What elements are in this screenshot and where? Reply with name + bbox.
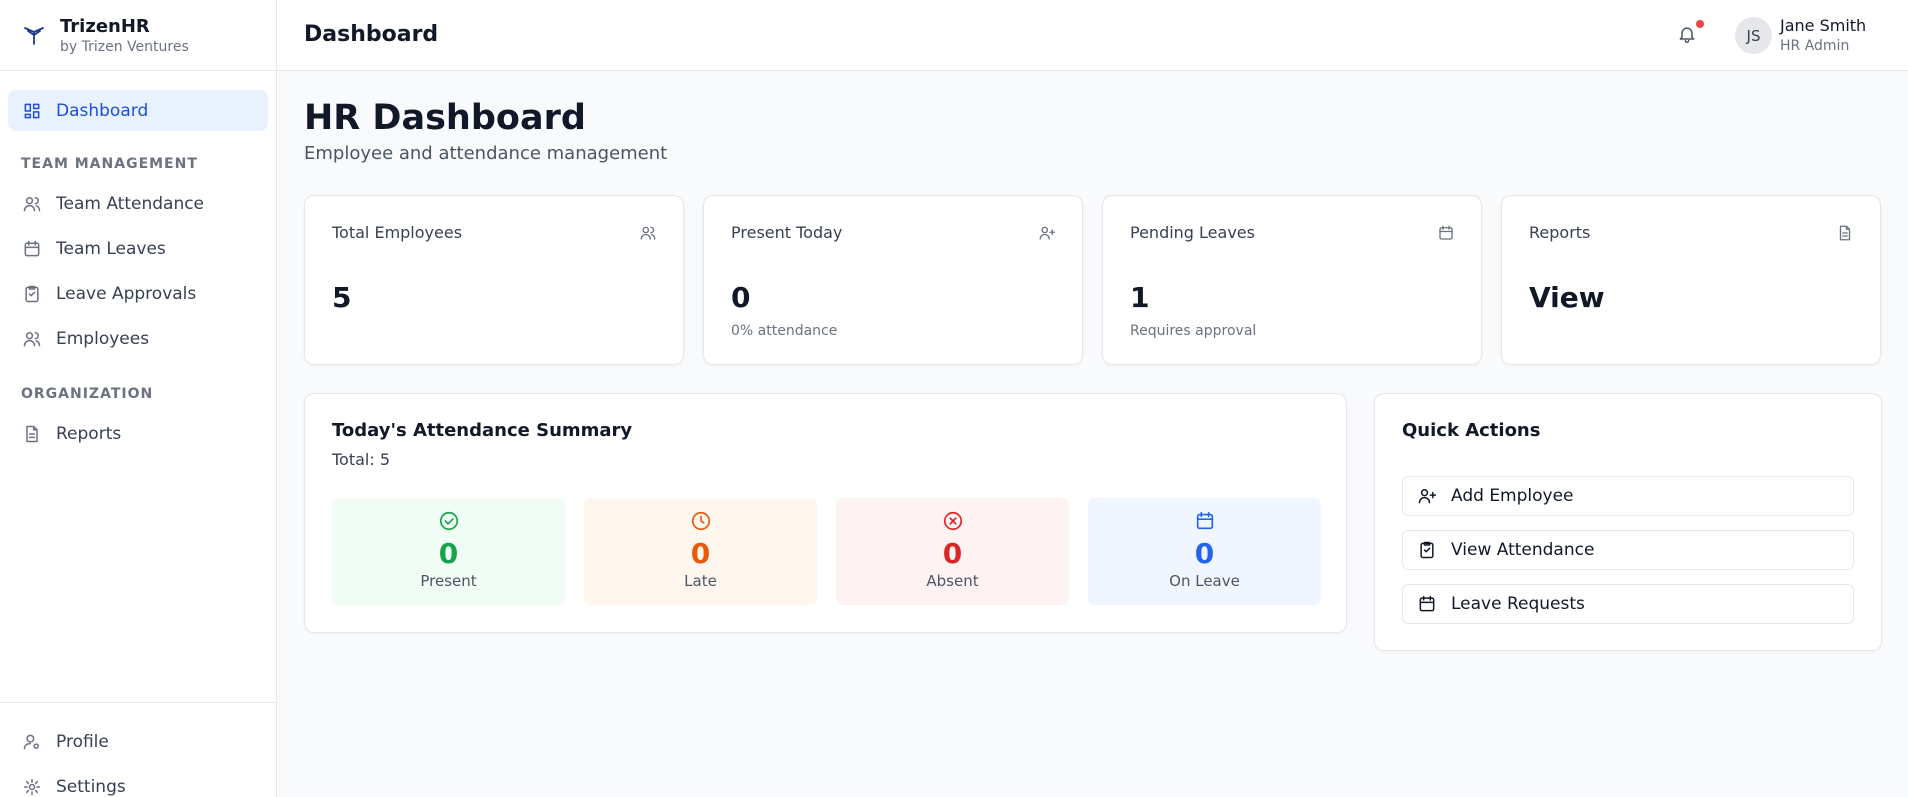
stat-label: Total Employees — [332, 223, 463, 242]
card-title: Quick Actions — [1402, 420, 1541, 441]
tile-label: Present — [420, 572, 477, 590]
nav-item[interactable]: Team Leaves — [8, 228, 268, 269]
button-label: View Attendance — [1451, 540, 1595, 560]
quick-action-button[interactable]: Add Employee — [1402, 476, 1854, 516]
tile-value: 0 — [942, 537, 963, 570]
nav-label: Team Attendance — [56, 193, 205, 214]
icon — [439, 511, 458, 531]
nav-item[interactable]: Dashboard — [8, 90, 268, 131]
summary-tile: 0 Present — [332, 498, 565, 605]
stat-card: Present Today 0 0% attendance — [703, 195, 1083, 365]
summary-tile: 0 Absent — [836, 498, 1069, 605]
nav-label: Dashboard — [56, 100, 149, 121]
tile-value: 0 — [690, 537, 711, 570]
stat-value: View — [1529, 281, 1605, 314]
brand: TrizenHR by Trizen Ventures — [0, 0, 276, 71]
tile-value: 0 — [1194, 537, 1215, 570]
icon — [25, 285, 39, 302]
brand-tagline: by Trizen Ventures — [60, 38, 189, 55]
icon — [24, 103, 40, 118]
nav-label: Leave Approvals — [56, 283, 197, 304]
stat-note: Requires approval — [1130, 323, 1257, 339]
notification-dot — [1696, 20, 1704, 28]
nav-label: Profile — [56, 731, 109, 752]
nav-label: Reports — [56, 423, 122, 444]
stat-value: 0 — [731, 281, 751, 314]
icon — [1439, 225, 1453, 240]
icon — [1196, 511, 1213, 530]
stat-label: Present Today — [731, 223, 843, 242]
sidebar: TrizenHR by Trizen Ventures Profile Settin… — [0, 0, 277, 797]
icon — [691, 511, 710, 531]
icon — [943, 511, 962, 531]
page-title: HR Dashboard — [304, 98, 586, 138]
user-role: HR Admin — [1780, 38, 1850, 54]
stat-label: Pending Leaves — [1130, 223, 1255, 242]
icon — [640, 226, 656, 240]
icon — [23, 331, 41, 346]
summary-tile: 0 Late — [584, 498, 817, 605]
section-title: TEAM MANAGEMENT — [21, 156, 198, 172]
nav-item[interactable]: Reports — [8, 413, 268, 454]
nav-item[interactable]: Employees — [8, 318, 268, 359]
stat-note: 0% attendance — [731, 323, 838, 339]
icon — [1418, 489, 1437, 504]
summary-total: Total: 5 — [332, 450, 391, 469]
attendance-summary: Today's Attendance Summary Total: 5 0 Pr… — [304, 393, 1347, 633]
stat-card: Pending Leaves 1 Requires approval — [1102, 195, 1482, 365]
page-subtitle: Employee and attendance management — [304, 143, 668, 164]
quick-action-button[interactable]: Leave Requests — [1402, 584, 1854, 624]
button-label: Add Employee — [1451, 486, 1574, 506]
nav-item[interactable]: Settings — [8, 766, 268, 797]
icon — [1039, 226, 1056, 240]
nav-item[interactable]: Team Attendance — [8, 183, 268, 224]
logo — [24, 27, 44, 45]
stat-card: Total Employees 5 — [304, 195, 684, 365]
stat-value: 5 — [332, 281, 352, 314]
quick-action-button[interactable]: View Attendance — [1402, 530, 1854, 570]
nav-label: Team Leaves — [56, 238, 166, 259]
sidebar-footer: Profile Settings — [0, 702, 276, 797]
icon — [23, 734, 40, 749]
brand-name: TrizenHR — [60, 15, 150, 37]
nav-item[interactable]: Profile — [8, 721, 268, 762]
icon — [23, 778, 41, 795]
icon — [1839, 225, 1851, 241]
top-bar: Dashboard JS Jane Smith HR Admin — [277, 0, 1908, 71]
quick-actions: Quick Actions Add Employee View Attendanc… — [1374, 393, 1882, 651]
tile-label: Late — [684, 572, 717, 590]
nav-item[interactable]: Leave Approvals — [8, 273, 268, 314]
tile-value: 0 — [438, 537, 459, 570]
nav-label: Settings — [56, 776, 126, 797]
stat-card[interactable]: Reports View — [1501, 195, 1881, 365]
icon — [26, 425, 38, 442]
stat-value: 1 — [1130, 281, 1150, 314]
tile-label: On Leave — [1169, 572, 1240, 590]
user-name: Jane Smith — [1780, 16, 1867, 35]
tile-label: Absent — [926, 572, 979, 590]
stat-label: Reports — [1529, 223, 1591, 242]
icon — [1419, 595, 1435, 612]
button-label: Leave Requests — [1451, 594, 1585, 614]
notifications[interactable] — [1677, 24, 1697, 44]
summary-tile: 0 On Leave — [1088, 498, 1321, 605]
icon — [24, 240, 40, 256]
icon — [23, 196, 41, 211]
icon — [1420, 541, 1434, 559]
card-title: Today's Attendance Summary — [332, 420, 633, 441]
nav-label: Employees — [56, 328, 150, 349]
avatar[interactable]: JS — [1735, 17, 1772, 54]
header-title: Dashboard — [304, 22, 439, 47]
section-title: ORGANIZATION — [21, 386, 154, 402]
